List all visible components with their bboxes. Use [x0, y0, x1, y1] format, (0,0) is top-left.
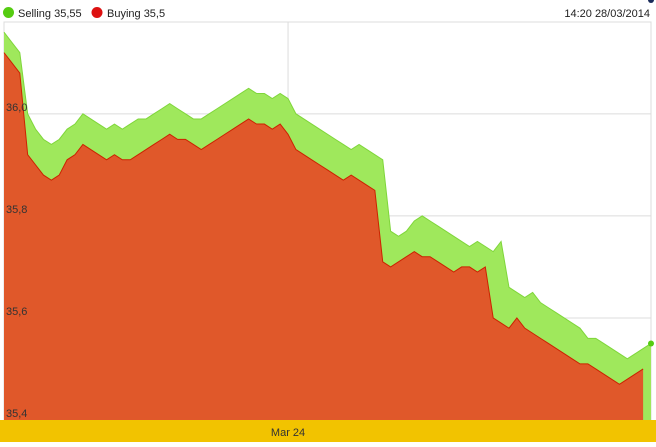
x-tick-label: Mar 24	[271, 427, 305, 439]
buying-area	[4, 52, 644, 421]
y-tick-label: 35,8	[6, 204, 27, 216]
buying-last-point	[648, 0, 654, 3]
legend: Selling 35,55 Buying 35,5 14:20 28/03/20…	[3, 7, 650, 20]
y-tick-label: 35,4	[6, 408, 27, 420]
buying-line	[3, 52, 644, 385]
y-tick-label: 36,0	[6, 102, 27, 114]
x-axis-band	[0, 420, 656, 442]
x-axis: Mar 24	[271, 427, 305, 439]
buying-legend-label: Buying 35,5	[107, 8, 165, 20]
timestamp: 14:20 28/03/2014	[564, 8, 650, 20]
selling-legend-label: Selling 35,55	[18, 8, 82, 20]
buying-legend-dot	[91, 7, 103, 18]
selling-line	[3, 31, 652, 360]
selling-legend-dot	[3, 7, 14, 18]
y-tick-label: 35,6	[6, 306, 27, 318]
selling-last-point	[648, 340, 654, 347]
plot-area	[3, 0, 654, 421]
y-axis: 36,0 35,8 35,6 35,4	[6, 102, 27, 420]
